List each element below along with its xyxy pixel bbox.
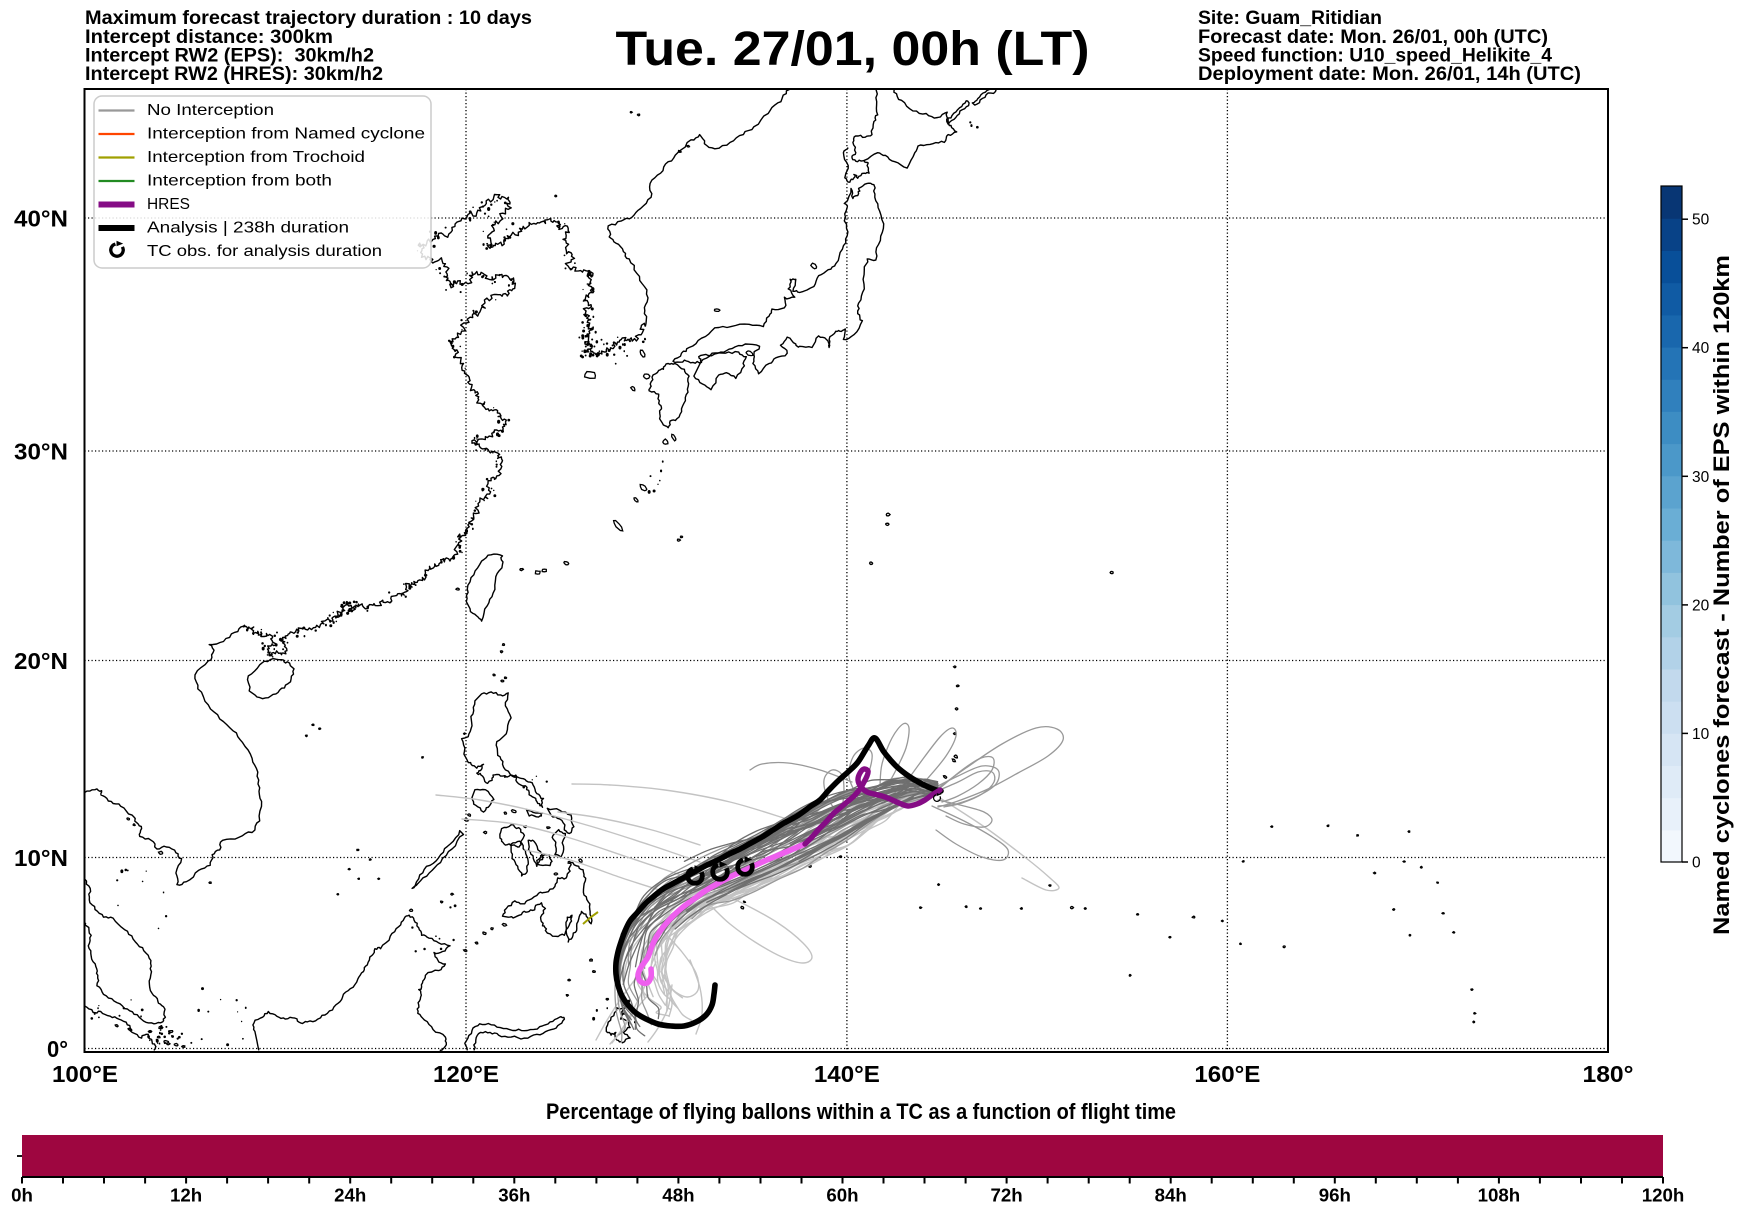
svg-text:0h: 0h — [11, 1185, 33, 1206]
svg-text:40°N: 40°N — [14, 206, 68, 232]
svg-text:Maximum forecast trajectory du: Maximum forecast trajectory duration : 1… — [85, 8, 532, 29]
svg-text:HRES: HRES — [147, 196, 190, 213]
svg-text:72h: 72h — [990, 1185, 1022, 1206]
svg-text:Forecast date: Mon. 26/01, 00h: Forecast date: Mon. 26/01, 00h (UTC) — [1198, 27, 1548, 48]
svg-text:60h: 60h — [826, 1185, 858, 1206]
svg-text:12h: 12h — [170, 1185, 202, 1206]
svg-text:Speed function: U10_speed_Heli: Speed function: U10_speed_Helikite_4 — [1198, 45, 1552, 66]
svg-text:10°N: 10°N — [14, 845, 68, 871]
svg-text:120°E: 120°E — [433, 1061, 499, 1087]
svg-text:Deployment date: Mon. 26/01, 1: Deployment date: Mon. 26/01, 14h (UTC) — [1198, 64, 1581, 85]
svg-text:30: 30 — [1692, 469, 1710, 486]
svg-text:Tue. 27/01, 00h (LT): Tue. 27/01, 00h (LT) — [616, 23, 1090, 76]
svg-text:Site: Guam_Ritidian: Site: Guam_Ritidian — [1198, 8, 1382, 29]
svg-text:0°: 0° — [47, 1036, 68, 1062]
svg-text:108h: 108h — [1478, 1185, 1521, 1206]
svg-text:0: 0 — [1692, 855, 1701, 872]
svg-text:48h: 48h — [662, 1185, 694, 1206]
svg-text:Named cyclones forecast - Numb: Named cyclones forecast - Number of EPS … — [1709, 255, 1734, 935]
svg-text:24h: 24h — [334, 1185, 366, 1206]
svg-text:Interception from Named cyclon: Interception from Named cyclone — [147, 125, 425, 142]
svg-text:TC obs. for analysis duration: TC obs. for analysis duration — [147, 243, 382, 260]
svg-text:120h: 120h — [1642, 1185, 1685, 1206]
svg-text:96h: 96h — [1319, 1185, 1351, 1206]
svg-text:30°N: 30°N — [14, 439, 68, 465]
svg-text:No Interception: No Interception — [147, 102, 274, 119]
svg-text:Analysis | 238h duration: Analysis | 238h duration — [147, 219, 349, 236]
svg-text:10: 10 — [1692, 726, 1710, 743]
svg-text:50: 50 — [1692, 212, 1710, 229]
svg-text:Intercept distance: 300km: Intercept distance: 300km — [85, 27, 333, 48]
svg-text:40: 40 — [1692, 340, 1710, 357]
svg-text:20: 20 — [1692, 597, 1710, 614]
svg-text:Percentage of flying ballons w: Percentage of flying ballons within a TC… — [546, 1099, 1176, 1124]
svg-text:84h: 84h — [1155, 1185, 1187, 1206]
svg-text:100°E: 100°E — [52, 1061, 118, 1087]
svg-text:Intercept RW2 (EPS): 30km/h2: Intercept RW2 (EPS): 30km/h2 — [85, 45, 374, 66]
svg-text:Interception from both: Interception from both — [147, 172, 332, 189]
svg-text:20°N: 20°N — [14, 648, 68, 674]
svg-text:160°E: 160°E — [1194, 1061, 1260, 1087]
svg-text:140°E: 140°E — [814, 1061, 880, 1087]
svg-text:36h: 36h — [498, 1185, 530, 1206]
svg-text:Interception from Trochoid: Interception from Trochoid — [147, 149, 365, 166]
svg-text:Intercept RW2 (HRES): 30km/h2: Intercept RW2 (HRES): 30km/h2 — [85, 64, 383, 85]
svg-text:180°: 180° — [1583, 1061, 1634, 1087]
